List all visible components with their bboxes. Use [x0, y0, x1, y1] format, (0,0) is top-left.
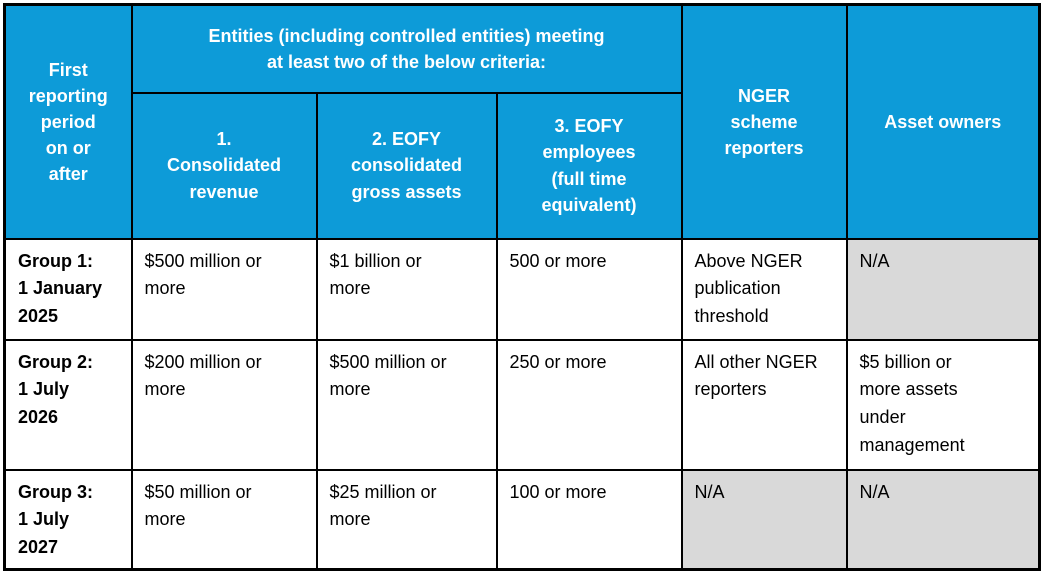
cell-group-3-label: Group 3: 1 July 2027	[3, 468, 133, 571]
header-eofy-employees: 3. EOFY employees (full time equivalent)	[495, 91, 683, 240]
cell-group-2-gross-assets: $500 million or more	[315, 338, 498, 471]
cell-group-1-asset-owners: N/A	[845, 237, 1041, 341]
header-row-sub: 1. Consolidated revenue 2. EOFY consolid…	[5, 91, 1040, 240]
header-consolidated-revenue: 1. Consolidated revenue	[130, 91, 318, 240]
cell-group-1-gross-assets: $1 billion or more	[315, 237, 498, 341]
cell-group-2-revenue: $200 million or more	[130, 338, 318, 471]
cell-group-1-nger: Above NGER publication threshold	[680, 237, 848, 341]
cell-group-2-nger: All other NGER reporters	[680, 338, 848, 471]
cell-group-3-nger: N/A	[680, 468, 848, 571]
table-row-group-2: Group 2: 1 July 2026 $200 million or mor…	[3, 338, 1041, 471]
reporting-thresholds-table: First reporting period on or after Entit…	[3, 3, 1041, 572]
header-asset-owners: Asset owners	[845, 3, 1041, 240]
cell-group-1-employees: 500 or more	[495, 237, 683, 341]
header-entities-criteria: Entities (including controlled entities)…	[130, 3, 683, 94]
cell-group-3-employees: 100 or more	[495, 468, 683, 571]
header-eofy-gross-assets: 2. EOFY consolidated gross assets	[315, 91, 498, 240]
table-row-group-1: Group 1: 1 January 2025 $500 million or …	[3, 237, 1041, 341]
cell-group-2-asset-owners: $5 billion or more assets under manageme…	[845, 338, 1041, 471]
cell-group-2-employees: 250 or more	[495, 338, 683, 471]
cell-group-3-revenue: $50 million or more	[130, 468, 318, 571]
cell-group-3-asset-owners: N/A	[845, 468, 1041, 571]
cell-group-1-revenue: $500 million or more	[130, 237, 318, 341]
cell-group-3-gross-assets: $25 million or more	[315, 468, 498, 571]
cell-group-1-label: Group 1: 1 January 2025	[3, 237, 133, 341]
header-nger-scheme-reporters: NGER scheme reporters	[680, 3, 848, 240]
header-row-top: First reporting period on or after Entit…	[3, 3, 1041, 240]
table-row-group-3: Group 3: 1 July 2027 $50 million or more…	[3, 468, 1041, 571]
cell-group-2-label: Group 2: 1 July 2026	[3, 338, 133, 471]
header-first-reporting-period: First reporting period on or after	[3, 3, 133, 240]
